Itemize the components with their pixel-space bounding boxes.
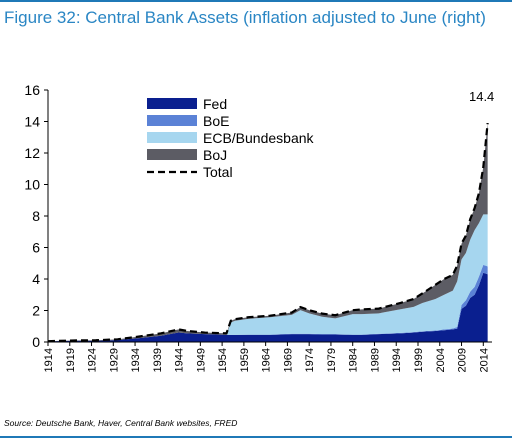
x-tick-label: 1954	[217, 348, 229, 372]
figure-title-box: Figure 32: Central Bank Assets (inflatio…	[0, 0, 512, 62]
x-tick-label: 1929	[108, 348, 120, 372]
x-tick-label: 1939	[152, 348, 164, 372]
x-tick-label: 1919	[65, 348, 77, 372]
area-ecb-bundesbank	[48, 214, 488, 342]
x-tick-label: 1969	[282, 348, 294, 372]
x-tick-label: 1989	[369, 348, 381, 372]
peak-annotation: 14.4	[469, 89, 494, 104]
axes: 0 2 4 6 8 10 12 14 16 1914 1919 1924 1929 1934 1939 194…	[24, 82, 492, 372]
x-tick-label: 2009	[457, 348, 469, 372]
x-tick-label: 1999	[413, 348, 425, 372]
x-tick-label: 1949	[195, 348, 207, 372]
y-tick-label: 10	[24, 177, 40, 193]
x-tick-label: 1979	[326, 348, 338, 372]
x-tick-label: 1944	[174, 348, 186, 372]
legend-swatch-boe	[147, 115, 197, 126]
x-tick-label: 1914	[43, 348, 55, 372]
x-tick-label: 1924	[87, 348, 99, 372]
x-tick-label: 1984	[348, 348, 360, 372]
y-tick-label: 14	[24, 114, 40, 130]
y-tick-label: 8	[32, 208, 40, 224]
area-series-group	[48, 123, 488, 342]
figure-title: Figure 32: Central Bank Assets (inflatio…	[4, 8, 486, 27]
legend-label: Fed	[203, 96, 227, 112]
chart: 0 2 4 6 8 10 12 14 16 1914 1919 1924 1929 1934 1939 194…	[24, 82, 494, 372]
source-note: Source: Deutsche Bank, Haver, Central Ba…	[4, 418, 238, 428]
legend-swatch-ecb-bundesbank	[147, 132, 197, 143]
y-tick-label: 16	[24, 82, 40, 98]
x-tick-label: 1974	[304, 348, 316, 372]
y-tick-label: 0	[32, 334, 40, 350]
x-tick-label: 2004	[435, 348, 447, 372]
legend-label: Total	[203, 164, 233, 180]
y-tick-label: 4	[32, 271, 40, 287]
y-tick-label: 12	[24, 145, 40, 161]
legend-swatch-fed	[147, 98, 197, 109]
x-tick-label: 1934	[130, 348, 142, 372]
x-tick-label: 1964	[261, 348, 273, 372]
legend-swatch-boj	[147, 149, 197, 160]
area-fed	[48, 272, 488, 342]
y-tick-label: 2	[32, 303, 40, 319]
y-tick-label: 6	[32, 240, 40, 256]
legend-label: BoE	[203, 113, 229, 129]
x-tick-label: 2014	[478, 348, 490, 372]
x-tick-label: 1994	[391, 348, 403, 372]
x-tick-label: 1959	[239, 348, 251, 372]
bottom-rule	[0, 436, 512, 438]
legend-label: BoJ	[203, 147, 227, 163]
legend-label: ECB/Bundesbank	[203, 130, 315, 146]
